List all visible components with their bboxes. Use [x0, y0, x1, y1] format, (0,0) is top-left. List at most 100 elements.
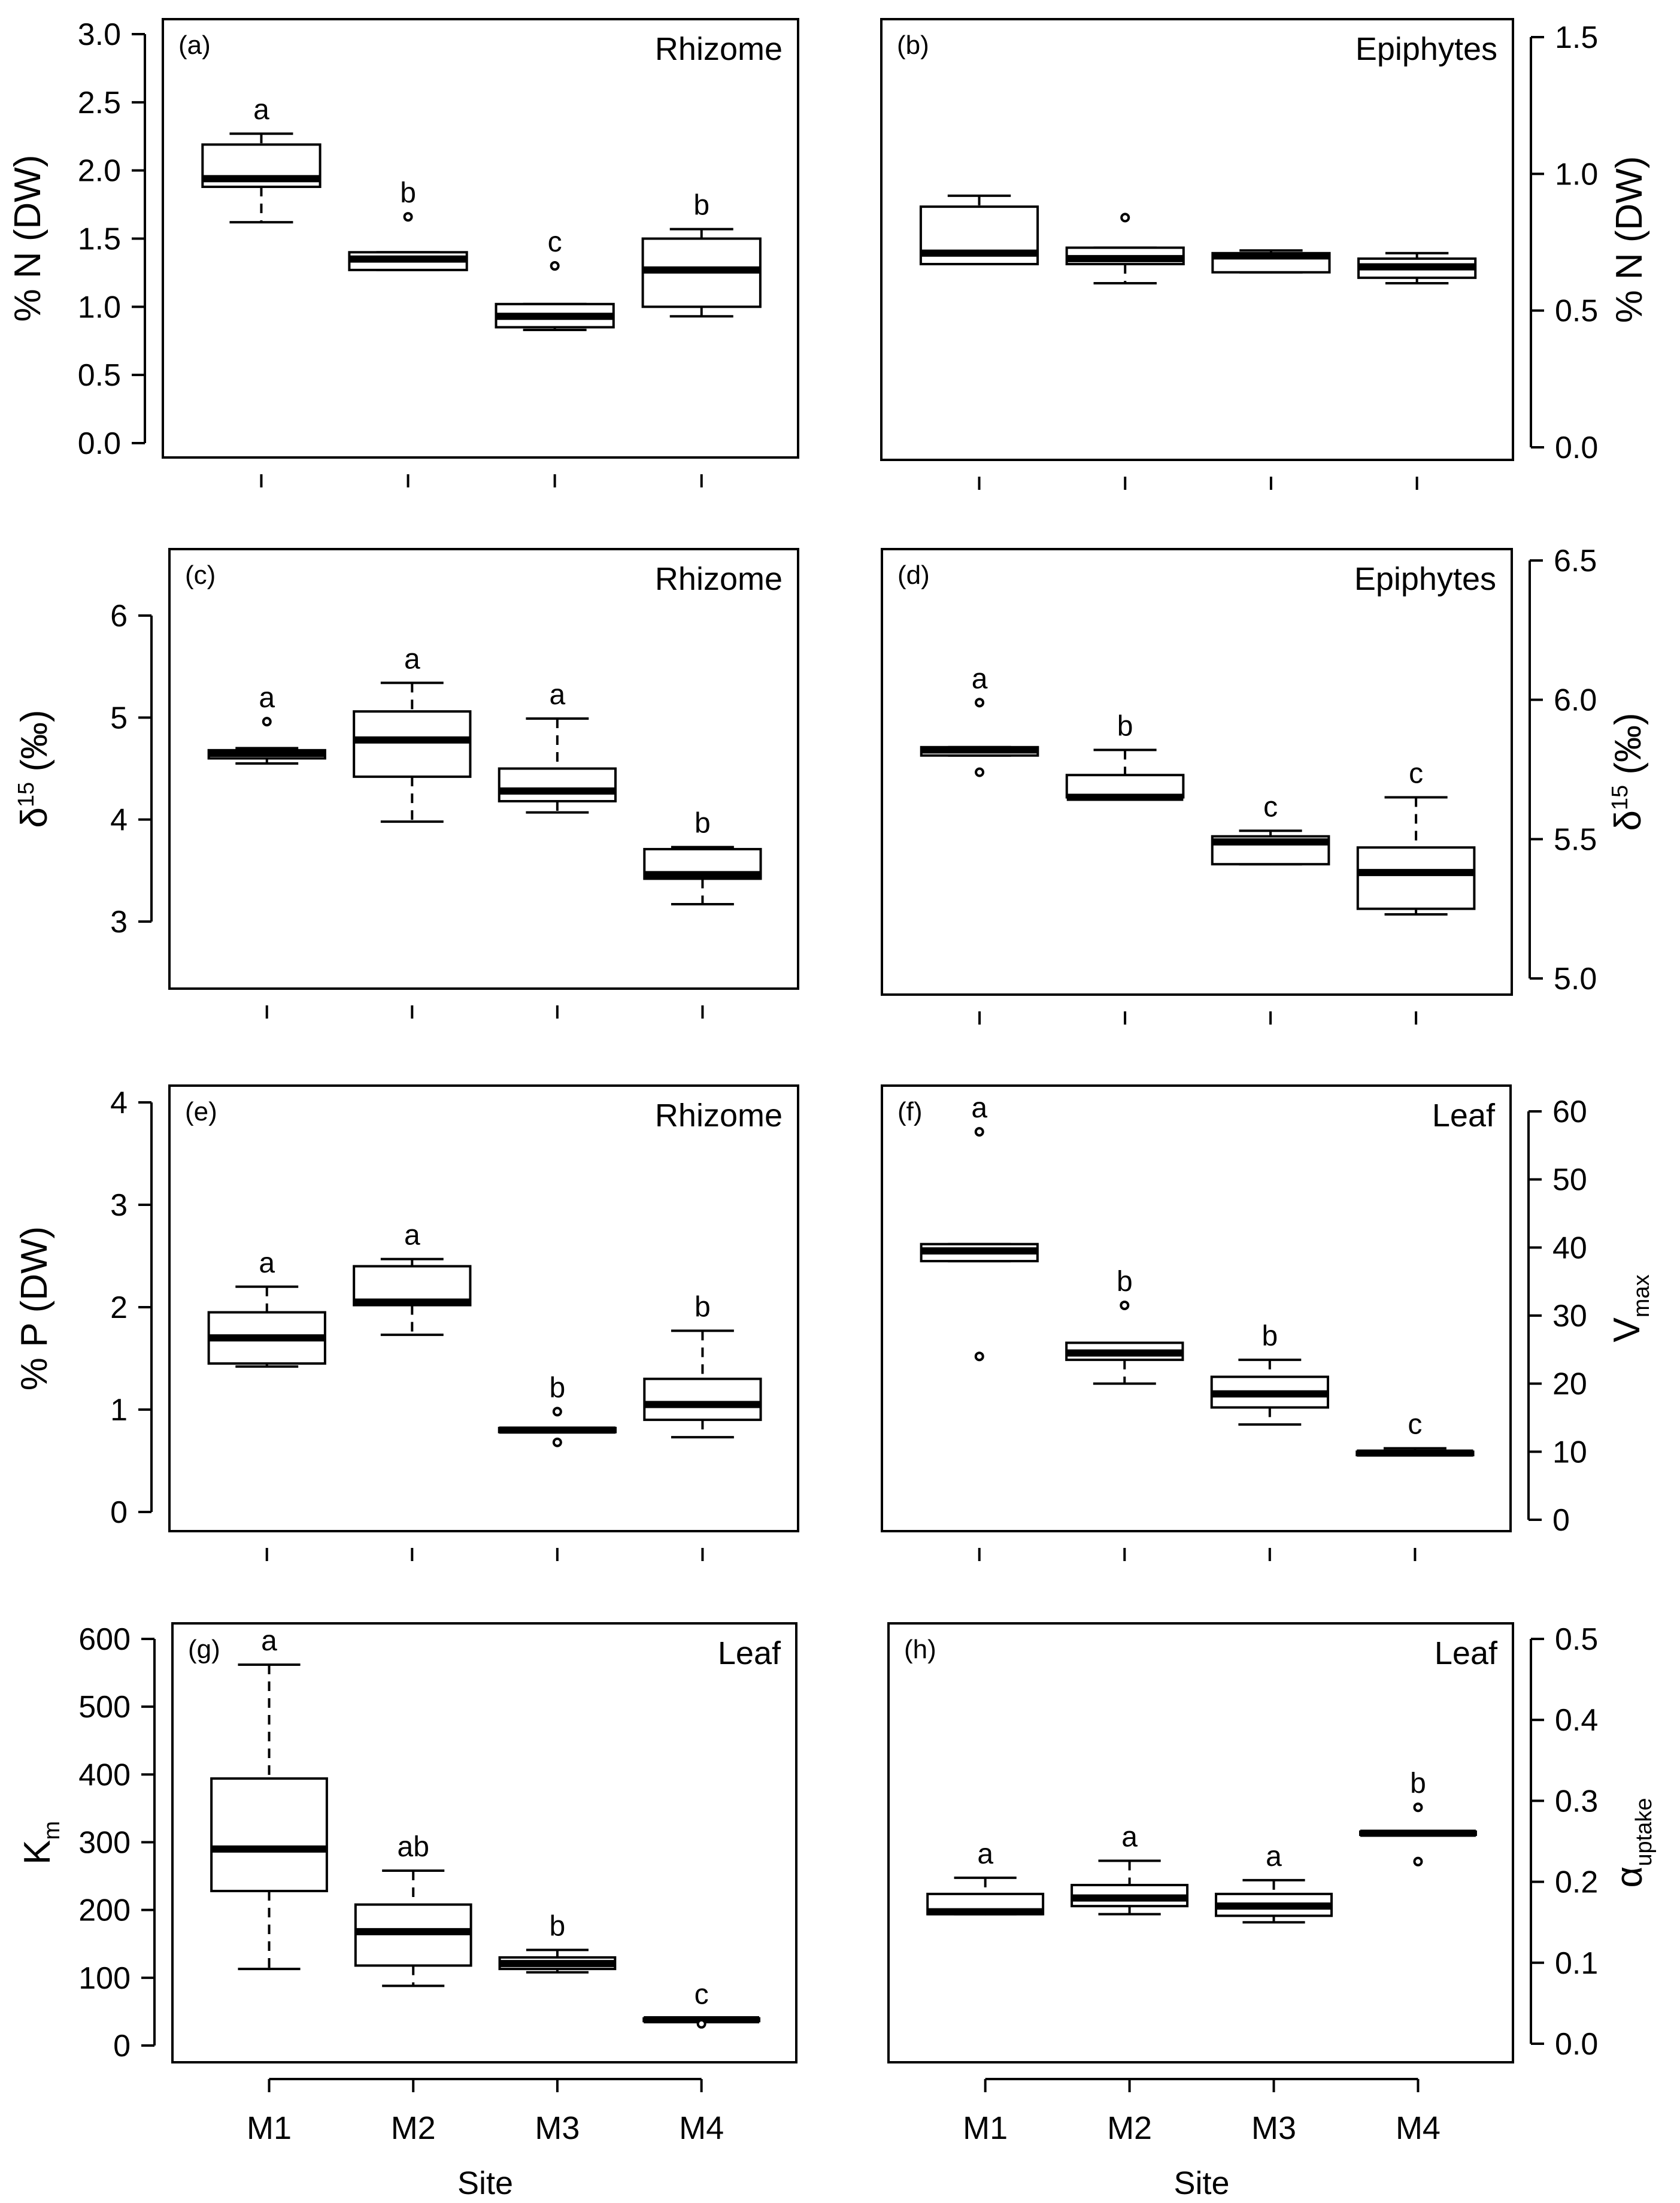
box-M3: b: [1210, 1320, 1329, 1426]
y-tick-label: 1.5: [1555, 20, 1598, 55]
box-M1: a: [920, 1092, 1039, 1362]
panel-title: Leaf: [1432, 1098, 1496, 1134]
y-tick-label: 0.2: [1555, 1865, 1598, 1900]
y-tick-label: 0.3: [1555, 1784, 1598, 1819]
y-tick-label: 0.5: [1555, 294, 1598, 329]
y-tick-label: 3: [110, 905, 128, 940]
significance-letter: a: [261, 1625, 277, 1657]
x-axis-title: Site: [457, 2165, 513, 2201]
panel-c: (c) Rhizome 3 4 5 6 δ15 (‰) a a a b: [14, 548, 799, 1019]
outlier-point: [1120, 213, 1130, 223]
panel-f: (f) Leaf 0 10 20 30 40 50 60 Vmax a b b c: [881, 1084, 1654, 1561]
iqr-box: [210, 1777, 328, 1892]
significance-letter: a: [971, 1092, 987, 1124]
panel-e: (e) Rhizome 0 1 2 3 4 % P (DW) a a b b: [14, 1084, 799, 1561]
panel-b: (b) Epiphytes 0.0 0.5 1.0 1.5 % N (DW): [880, 18, 1650, 490]
plot-frame: [168, 1084, 799, 1532]
y-tick-label: 1.0: [1555, 157, 1598, 192]
plot-frame: [168, 548, 799, 990]
y-tick-label: 5.5: [1554, 822, 1597, 857]
y-tick-label: 1.0: [78, 290, 121, 325]
significance-letter: b: [1261, 1320, 1278, 1352]
x-tick-label: M1: [247, 2110, 292, 2146]
y-axis-title: % N (DW): [7, 155, 48, 322]
x-tick-label: M2: [391, 2110, 436, 2146]
iqr-box: [643, 1377, 762, 1422]
y-tick-label: 5.0: [1554, 962, 1597, 996]
panel-title: Leaf: [718, 1635, 781, 1671]
significance-letter: b: [693, 190, 709, 222]
y-axis-title: αuptake: [1609, 1798, 1657, 1888]
box-M2: b: [348, 177, 468, 271]
panel-d: (d) Epiphytes 5.0 5.5 6.0 6.5 δ15 (‰) a b c c: [881, 544, 1649, 1025]
outlier-point: [552, 1407, 562, 1417]
significance-letter: a: [549, 679, 565, 711]
x-tick-label: M4: [1396, 2110, 1441, 2146]
y-tick-label: 0.4: [1555, 1703, 1598, 1738]
x-tick-label: M3: [1251, 2110, 1296, 2146]
significance-letter: a: [972, 663, 988, 695]
y-tick-label: 40: [1552, 1231, 1587, 1265]
outlier-point: [975, 698, 985, 708]
y-axis-title: Km: [17, 1821, 65, 1865]
significance-letter: a: [259, 1247, 275, 1279]
y-tick-label: 1: [110, 1393, 128, 1428]
box-M1: a: [920, 663, 1039, 777]
panel-h: (h) Leaf 0.0 0.1 0.2 0.3 0.4 0.5 αuptake M1 M2 M3 M4…: [887, 1622, 1657, 2201]
significance-letter: a: [1266, 1841, 1282, 1872]
y-tick-label: 0.0: [1555, 431, 1598, 465]
significance-letter: b: [400, 177, 416, 209]
y-tick-label: 400: [78, 1757, 131, 1792]
box-M1: a: [207, 1247, 326, 1368]
y-tick-label: 50: [1552, 1163, 1587, 1198]
y-axis-title: δ15 (‰): [14, 710, 55, 828]
x-tick-label: M3: [535, 2110, 580, 2146]
iqr-box: [353, 710, 472, 778]
panel-tag: (f): [897, 1097, 923, 1126]
box-M2: [1065, 213, 1185, 284]
box-M4: c: [1355, 1409, 1475, 1457]
box-M1: a: [210, 1625, 328, 1971]
significance-letter: c: [1408, 1409, 1422, 1441]
panel-title: Epiphytes: [1354, 561, 1496, 597]
y-tick-label: 6: [110, 599, 128, 634]
significance-letter: b: [1117, 1266, 1133, 1298]
box-M2: a: [353, 1220, 472, 1337]
y-axis-title: Vmax: [1606, 1274, 1654, 1342]
box-M1: [919, 194, 1039, 266]
significance-letter: c: [1409, 758, 1423, 790]
box-M4: b: [1358, 1768, 1477, 1866]
significance-letter: c: [695, 1979, 709, 2011]
plot-frame: [162, 18, 799, 459]
significance-letter: a: [259, 682, 275, 714]
box-M3: [1211, 249, 1331, 274]
box-M3: c: [495, 226, 615, 332]
outlier-point: [1120, 1300, 1130, 1310]
y-tick-label: 5: [110, 701, 128, 735]
box-M2: a: [1071, 1821, 1189, 1916]
y-tick-label: 20: [1552, 1367, 1587, 1402]
panel-tag: (d): [897, 560, 930, 590]
outlier-point: [974, 1127, 984, 1137]
y-tick-label: 200: [78, 1893, 131, 1928]
significance-letter: a: [253, 94, 269, 126]
outlier-point: [403, 212, 413, 222]
significance-letter: b: [549, 1372, 565, 1404]
panel-title: Leaf: [1435, 1635, 1498, 1671]
y-tick-label: 3: [110, 1188, 128, 1223]
plot-frame: [171, 1622, 797, 2063]
plot-frame: [881, 548, 1513, 996]
significance-letter: c: [548, 226, 562, 258]
y-axis-title: δ15 (‰): [1608, 713, 1649, 831]
x-axis-title: Site: [1174, 2165, 1230, 2201]
y-tick-label: 0.5: [78, 358, 121, 393]
outlier-point: [1413, 1856, 1423, 1866]
box-M4: b: [643, 1291, 762, 1439]
significance-letter: b: [695, 1291, 711, 1323]
y-tick-label: 2.0: [78, 154, 121, 189]
significance-letter: c: [1263, 791, 1278, 823]
y-tick-label: 4: [110, 1086, 128, 1120]
panel-tag: (h): [904, 1635, 936, 1664]
y-tick-label: 0: [113, 2029, 131, 2063]
